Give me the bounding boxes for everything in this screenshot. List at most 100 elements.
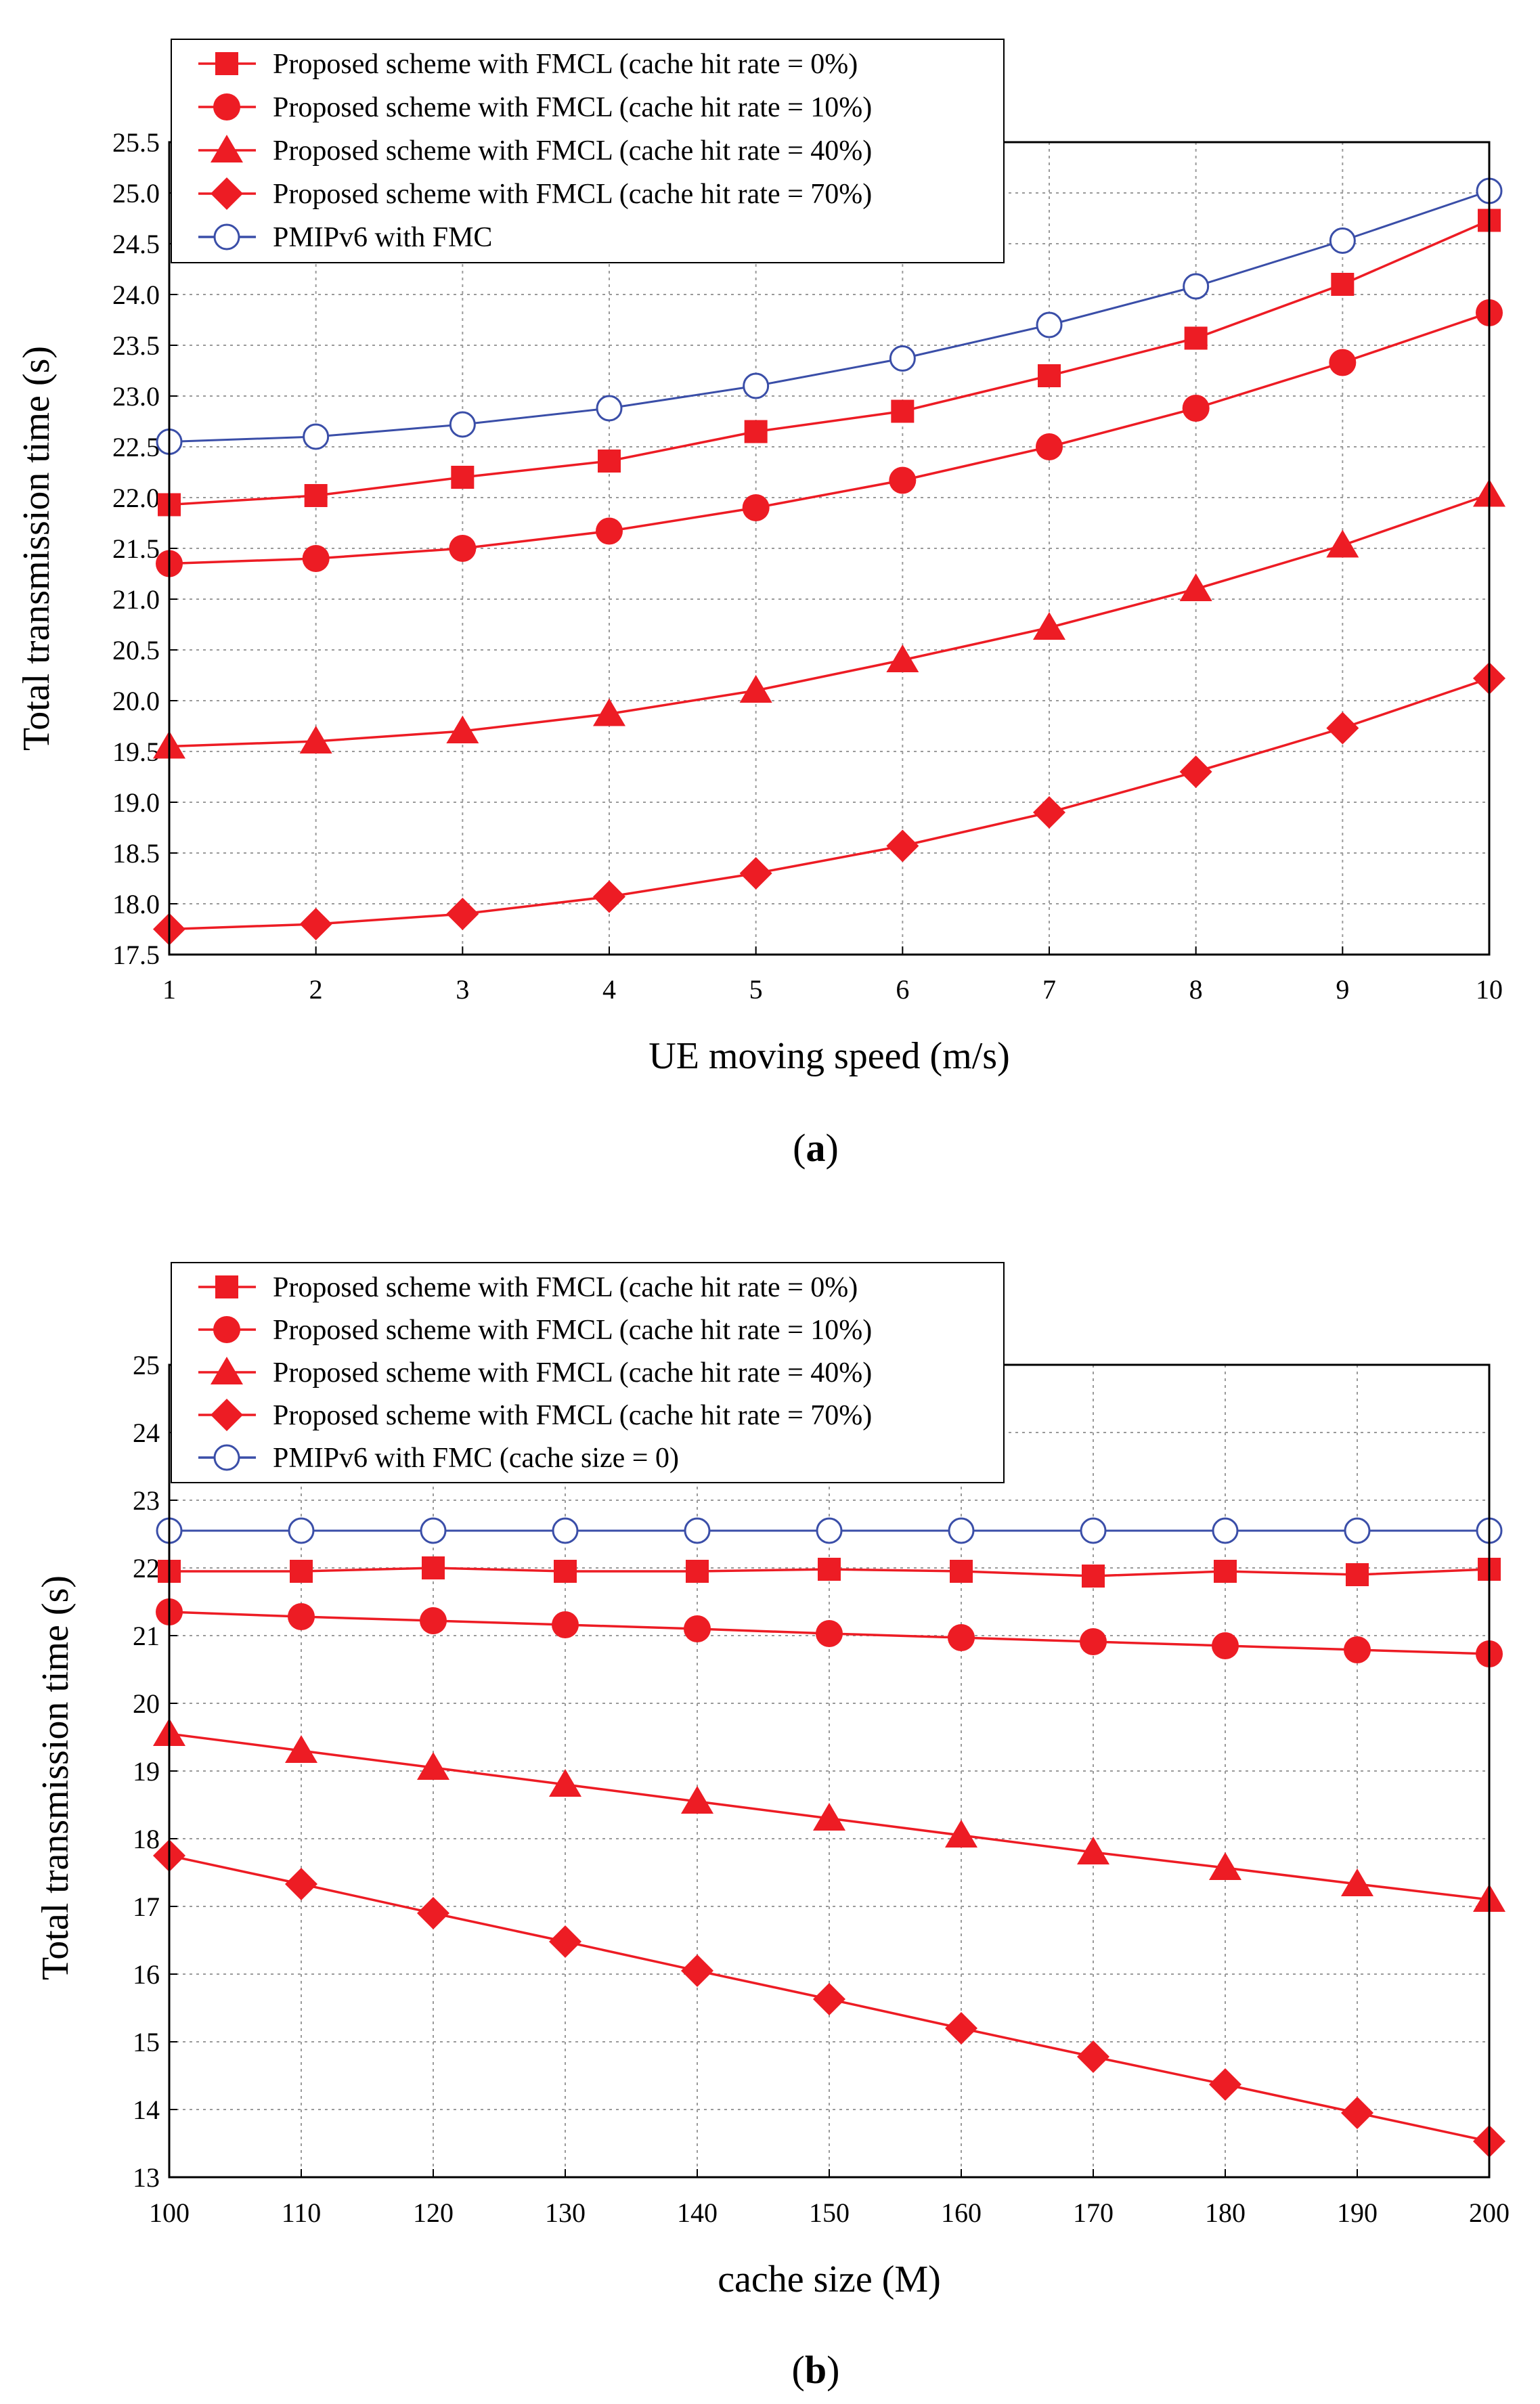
legend-label: Proposed scheme with FMCL (cache hit rat… [273,135,872,167]
y-tick-label: 23.5 [112,330,160,361]
legend-marker [213,93,240,121]
data-point [1038,364,1061,387]
y-axis-label: Total transmission time (s) [35,1575,76,1980]
data-point [1341,2097,1373,2129]
series-line [169,219,1490,506]
data-point [598,450,621,473]
legend-label: Proposed scheme with FMCL (cache hit rat… [273,92,872,123]
data-point [950,1560,973,1583]
series-markers [156,1598,1503,1667]
data-point [684,1517,711,1544]
data-point [1077,2040,1109,2073]
data-point [1209,1852,1241,1880]
data-point [1326,712,1359,745]
x-tick-label: 160 [941,2198,982,2228]
y-tick-label: 20.5 [112,635,160,665]
series-line [169,493,1490,748]
y-tick-label: 24 [133,1418,160,1448]
data-point [813,1803,845,1831]
legend-marker [211,135,243,162]
data-point [686,1560,709,1583]
data-point [1212,1517,1239,1544]
y-tick-label: 19.0 [112,787,160,818]
data-point [1179,573,1212,601]
y-tick-label: 25 [133,1350,160,1380]
data-point [1214,1560,1237,1583]
y-tick-label: 22.5 [112,432,160,462]
y-tick-label: 17.5 [112,940,160,970]
data-point [889,345,916,372]
y-tick-label: 20 [133,1688,160,1719]
data-point [285,1735,317,1763]
data-point [417,1752,449,1780]
data-point [1082,1565,1105,1588]
y-tick-label: 19 [133,1756,160,1787]
legend-label: PMIPv6 with FMC [273,222,492,253]
data-point [552,1611,579,1638]
data-point [1329,349,1357,376]
legend-label: Proposed scheme with FMCL (cache hit rat… [273,1315,872,1346]
plot-area [169,142,1489,955]
y-tick-label: 14 [133,2095,160,2125]
x-tick-label: 170 [1073,2198,1114,2228]
y-tick-label: 24.0 [112,280,160,310]
x-tick-label: 200 [1469,2198,1510,2228]
x-tick-label: 100 [149,2198,190,2228]
chart-b: 100 110 120 130 140 150 160 170 180 190 200 13 14 15 1… [35,1262,1510,2392]
data-point [1080,1517,1107,1544]
data-point [1183,273,1210,300]
data-point [446,716,479,743]
data-point [593,698,625,726]
caption-letter: b [805,2348,827,2392]
x-tick-label: 10 [1476,974,1503,1005]
legend-box [171,39,1005,263]
data-point [1344,1517,1371,1544]
legend-box [171,1262,1005,1483]
x-tick-label: 120 [413,2198,454,2228]
data-point [681,1954,713,1987]
y-tick-label: 17 [133,1892,160,1922]
series-markers [156,299,1503,577]
data-point [304,484,328,507]
data-point [889,466,917,494]
data-point [288,1603,315,1630]
legend-label: Proposed scheme with FMCL (cache hit rat… [273,179,872,210]
legend-marker [215,1275,238,1298]
caption-letter: a [806,1126,826,1170]
series-markers [156,177,1503,455]
legend-marker [213,1316,240,1343]
y-tick-label: 18.5 [112,838,160,869]
y-tick-label: 21 [133,1621,160,1651]
data-point [1326,529,1359,558]
y-tick-label: 21.0 [112,584,160,615]
x-tick-label: 1 [162,974,176,1005]
legend-marker [211,177,243,210]
data-point [449,535,477,562]
caption-paren-close: ) [827,2348,839,2392]
x-tick-label: 3 [456,974,469,1005]
y-tick-label: 20.0 [112,686,160,716]
caption-paren-open: ( [793,1126,806,1170]
data-point [549,1769,581,1797]
data-point [303,423,330,450]
x-tick-label: 6 [896,974,909,1005]
series-line [169,311,1490,565]
data-point [739,675,772,703]
data-point [945,1820,977,1848]
data-point [743,372,770,399]
data-point [417,1897,449,1929]
data-point [451,466,475,489]
y-tick-label: 23 [133,1485,160,1516]
data-point [1331,273,1355,296]
data-point [446,898,479,930]
data-point [948,1624,975,1651]
data-point [299,908,332,940]
data-point [1033,796,1065,829]
series-markers [158,1556,1501,1588]
legend-label: Proposed scheme with FMCL (cache hit rat… [273,1272,858,1303]
data-point [886,644,919,672]
x-tick-label: 180 [1205,2198,1246,2228]
data-point [290,1560,313,1583]
data-point [420,1607,447,1634]
y-tick-label: 25.5 [112,127,160,158]
